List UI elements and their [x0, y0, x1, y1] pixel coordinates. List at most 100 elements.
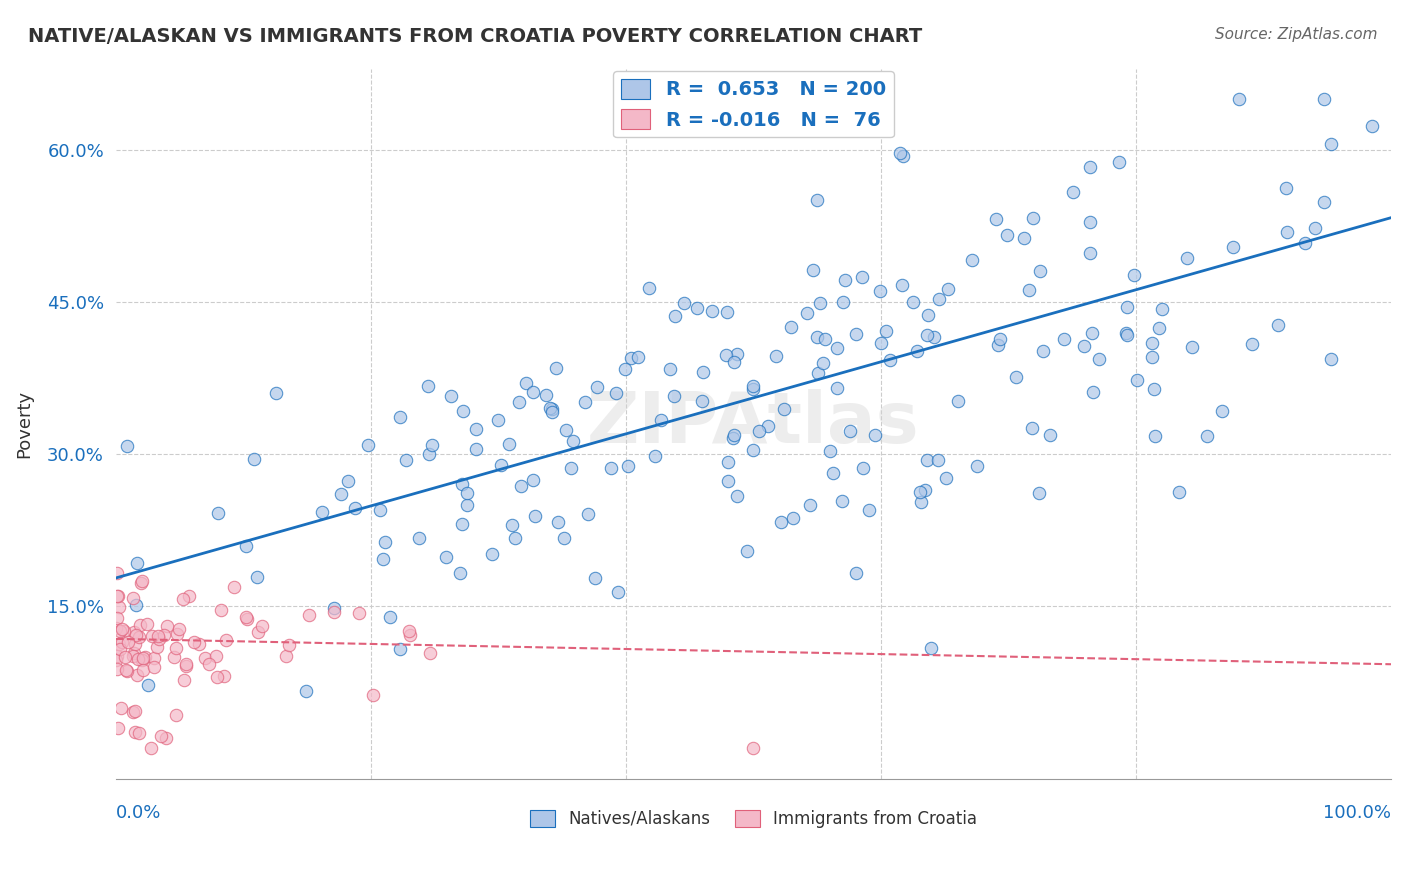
Point — [583, 571, 606, 585]
Point — [1022, 211, 1045, 226]
Point — [1140, 350, 1163, 364]
Point — [153, 628, 176, 642]
Point — [1126, 373, 1149, 387]
Point — [236, 612, 259, 626]
Point — [1320, 137, 1343, 152]
Point — [845, 566, 868, 581]
Point — [127, 652, 149, 666]
Point — [1361, 119, 1384, 133]
Point — [1116, 300, 1139, 314]
Point — [1032, 343, 1054, 358]
Point — [108, 637, 131, 651]
Point — [605, 385, 627, 400]
Point — [264, 386, 287, 401]
Point — [858, 503, 880, 517]
Point — [1108, 155, 1130, 169]
Point — [875, 324, 897, 338]
Point — [910, 495, 932, 509]
Point — [250, 618, 273, 632]
Point — [174, 657, 197, 671]
Point — [806, 330, 828, 344]
Point — [782, 511, 804, 525]
Point — [1313, 92, 1336, 106]
Point — [578, 507, 600, 521]
Point — [851, 270, 873, 285]
Point — [995, 227, 1018, 242]
Point — [124, 628, 146, 642]
Point — [148, 629, 170, 643]
Point — [111, 635, 134, 649]
Point — [686, 301, 709, 316]
Point — [1175, 252, 1198, 266]
Point — [1012, 231, 1035, 245]
Point — [166, 627, 188, 641]
Point — [863, 427, 886, 442]
Point — [349, 606, 371, 620]
Point — [1021, 420, 1043, 434]
Point — [769, 515, 792, 529]
Point — [142, 651, 165, 665]
Point — [1078, 246, 1101, 260]
Point — [222, 580, 245, 594]
Point — [807, 366, 830, 380]
Point — [987, 338, 1010, 352]
Point — [122, 648, 145, 663]
Point — [125, 598, 148, 612]
Point — [831, 295, 853, 310]
Point — [131, 663, 153, 677]
Point — [1167, 485, 1189, 500]
Point — [834, 273, 856, 287]
Y-axis label: Poverty: Poverty — [15, 390, 32, 458]
Point — [121, 591, 143, 605]
Point — [748, 424, 770, 438]
Point — [330, 486, 353, 500]
Point — [1029, 264, 1052, 278]
Point — [1277, 225, 1299, 239]
Point — [915, 453, 938, 467]
Point — [515, 376, 537, 390]
Text: 100.0%: 100.0% — [1323, 804, 1391, 822]
Point — [1115, 326, 1137, 341]
Point — [107, 590, 129, 604]
Point — [489, 458, 512, 472]
Point — [547, 515, 569, 529]
Point — [337, 474, 360, 488]
Point — [388, 642, 411, 657]
Point — [156, 619, 179, 633]
Point — [1005, 370, 1028, 384]
Point — [115, 439, 138, 453]
Point — [1018, 283, 1040, 297]
Point — [839, 425, 862, 439]
Point — [914, 483, 936, 497]
Point — [174, 659, 197, 673]
Point — [814, 332, 837, 346]
Point — [508, 395, 530, 409]
Point — [946, 393, 969, 408]
Point — [1073, 339, 1095, 353]
Point — [145, 640, 167, 655]
Point — [374, 535, 396, 549]
Point — [481, 547, 503, 561]
Point — [1078, 161, 1101, 175]
Point — [692, 365, 714, 379]
Point — [188, 637, 211, 651]
Point — [105, 621, 128, 635]
Point — [723, 355, 745, 369]
Point — [131, 574, 153, 588]
Point — [1294, 235, 1316, 250]
Point — [322, 606, 344, 620]
Point — [1313, 195, 1336, 210]
Point — [450, 517, 472, 532]
Point — [1039, 428, 1062, 442]
Point — [870, 336, 893, 351]
Point — [1211, 404, 1233, 418]
Point — [772, 401, 794, 416]
Point — [194, 651, 217, 665]
Point — [806, 193, 828, 207]
Point — [356, 438, 378, 452]
Point — [541, 402, 564, 417]
Point — [105, 653, 128, 667]
Point — [1303, 221, 1326, 235]
Point — [672, 296, 695, 310]
Point — [522, 384, 544, 399]
